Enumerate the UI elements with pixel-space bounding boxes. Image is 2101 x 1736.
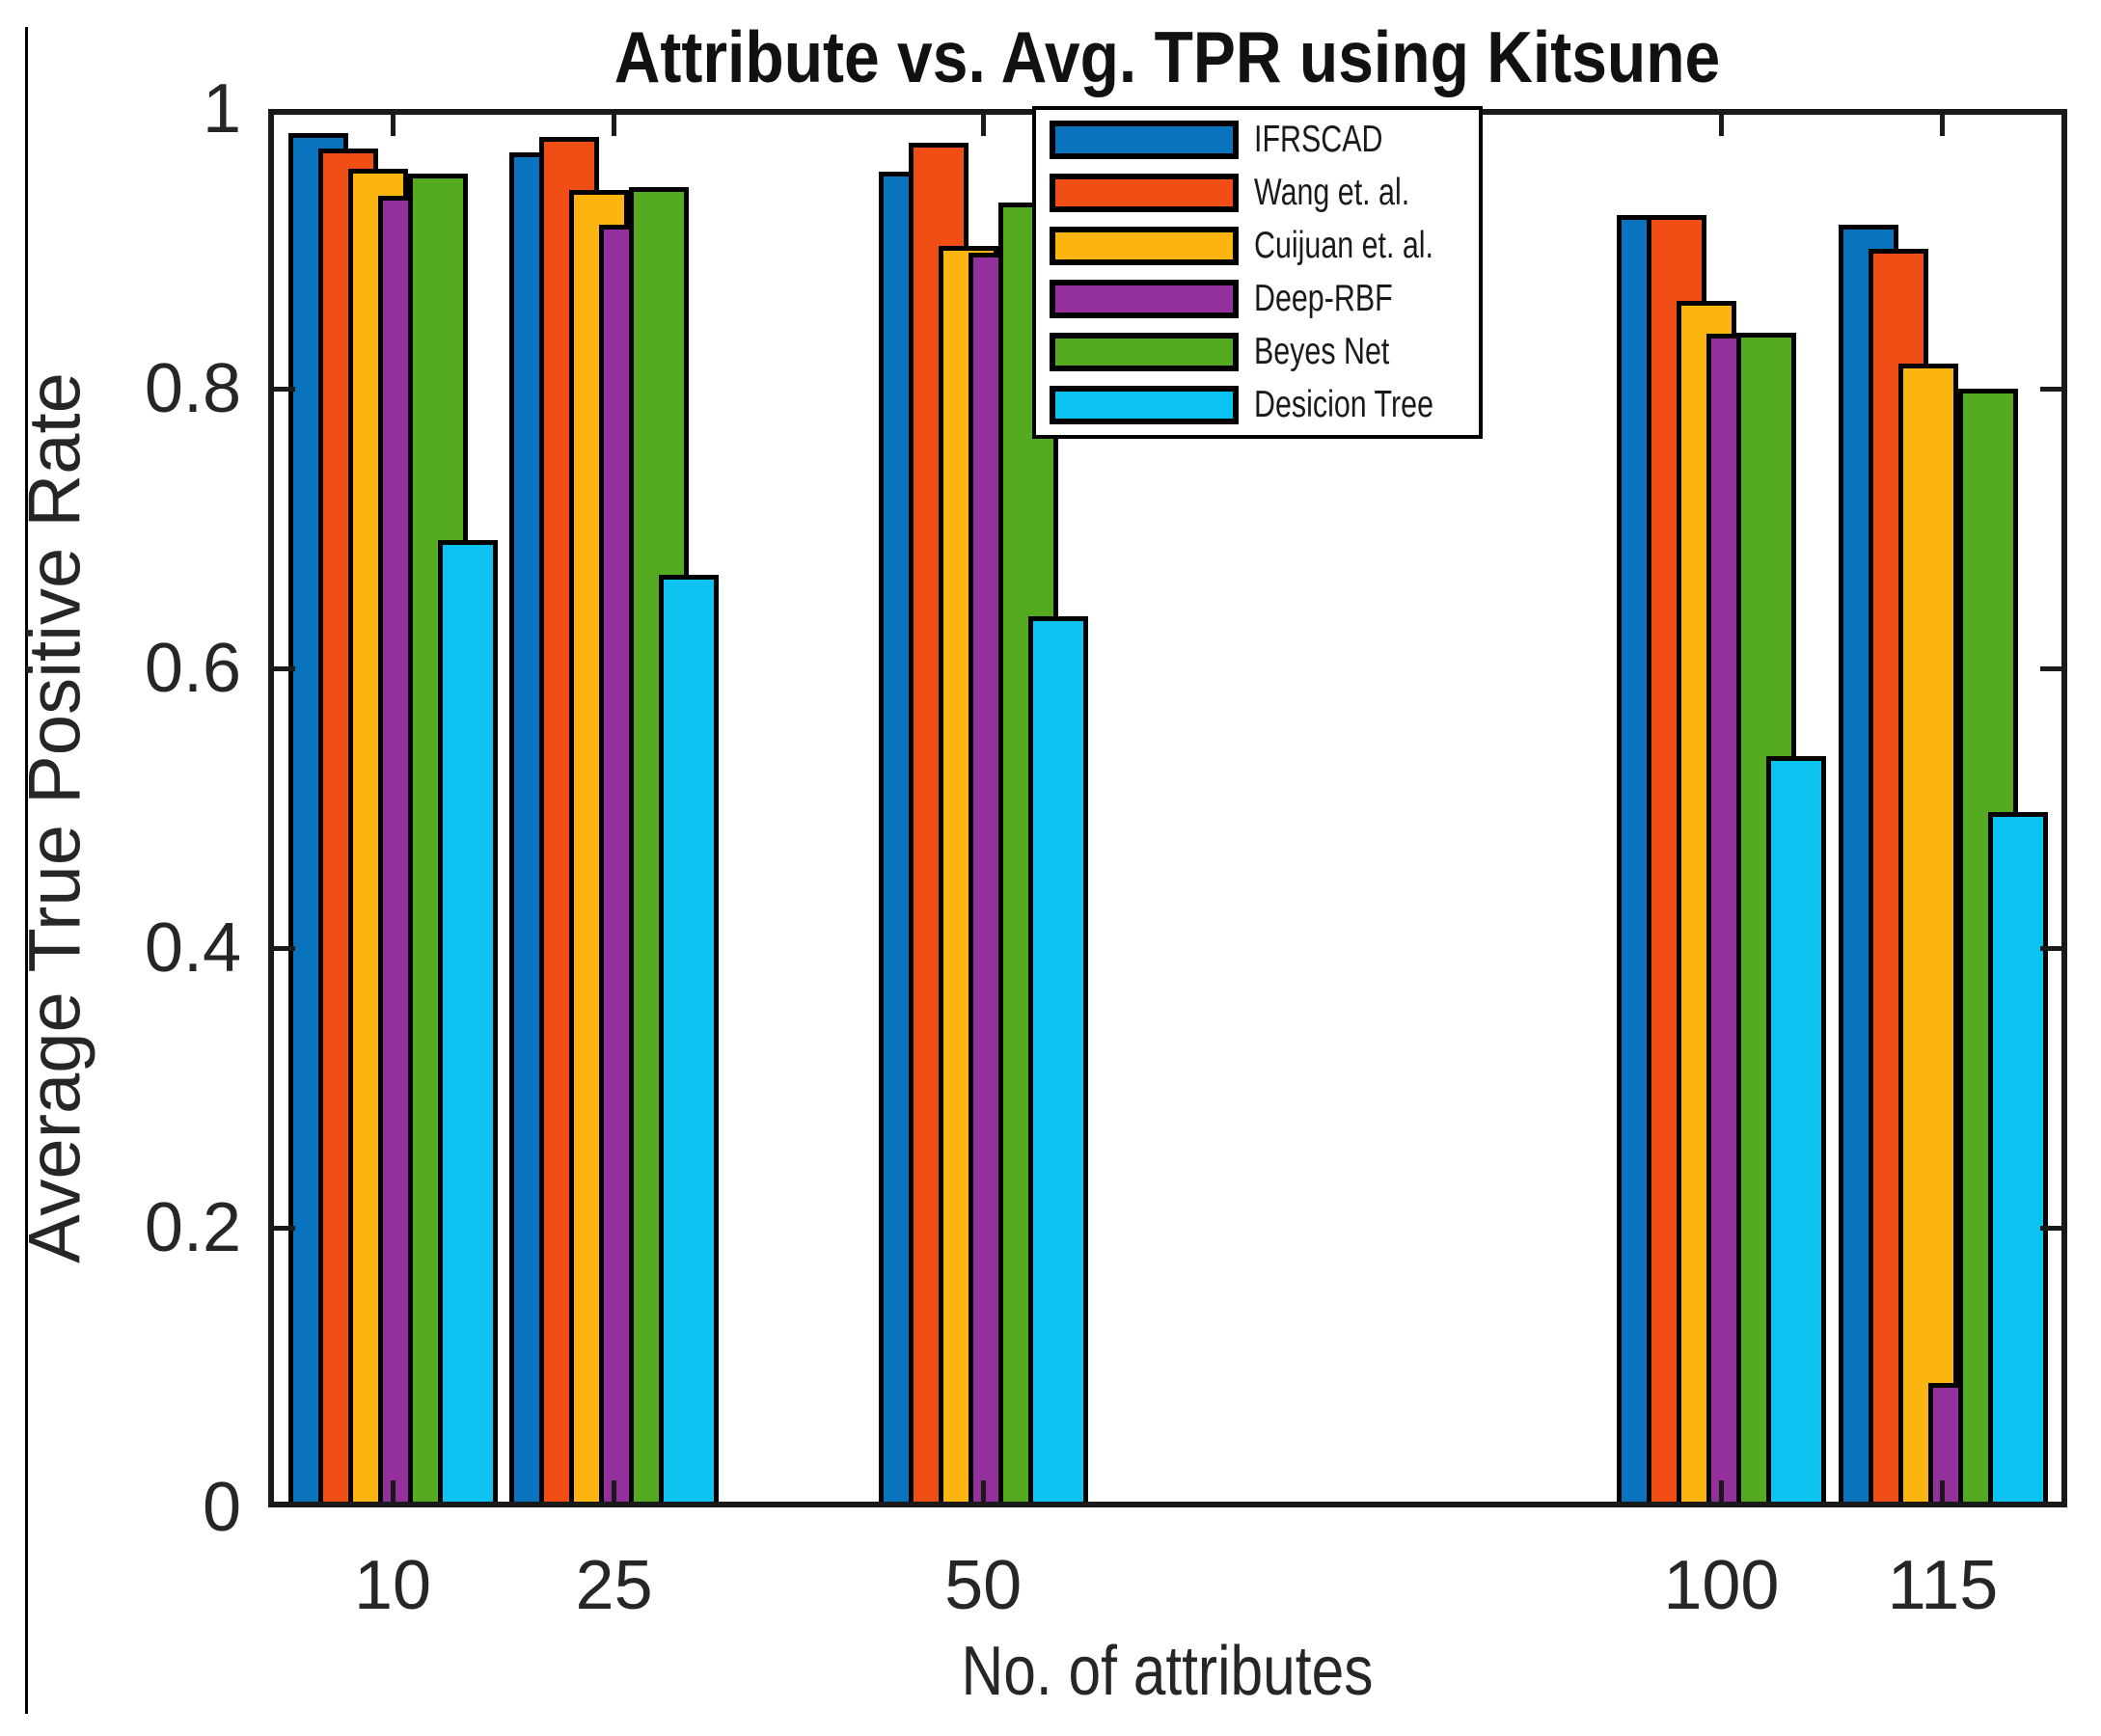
axis-tick <box>2040 386 2067 392</box>
bar-desicion-tree-x50 <box>1028 616 1089 1507</box>
y-tick-label: 0 <box>202 1469 241 1546</box>
legend-label: Beyes Net <box>1254 331 1390 372</box>
legend-swatch-icon <box>1050 333 1239 371</box>
legend-entry: Deep-RBF <box>1036 273 1479 326</box>
legend-entry: Wang et. al. <box>1036 167 1479 220</box>
legend-swatch-icon <box>1050 174 1239 212</box>
axis-tick <box>1940 1480 1946 1507</box>
axis-tick <box>2040 109 2067 114</box>
x-tick-label: 10 <box>353 1547 432 1624</box>
axis-tick <box>1718 1480 1724 1507</box>
axis-tick <box>268 665 295 671</box>
legend-entry: Beyes Net <box>1036 326 1479 379</box>
legend-label: Desicion Tree <box>1254 384 1433 425</box>
y-axis-label: Average True Positive Rate <box>14 372 96 1263</box>
y-tick-label: 0.6 <box>144 630 241 707</box>
bar-desicion-tree-x10 <box>437 539 498 1507</box>
x-tick-label: 25 <box>575 1547 653 1624</box>
axis-tick <box>2040 665 2067 671</box>
legend-label: Cuijuan et. al. <box>1254 225 1434 266</box>
axis-tick <box>268 1503 295 1507</box>
axis-tick <box>2040 1225 2067 1231</box>
x-tick-label: 115 <box>1887 1547 1999 1624</box>
legend-entry: Desicion Tree <box>1036 379 1479 432</box>
legend-label: Wang et. al. <box>1254 172 1410 213</box>
axis-tick <box>1940 109 1946 136</box>
bar-cuijuan-et-al--x115 <box>1897 363 1958 1507</box>
legend-swatch-icon <box>1050 280 1239 318</box>
chart-title: Attribute vs. Avg. TPR using Kitsune <box>614 16 1721 97</box>
x-tick-label: 50 <box>944 1547 1023 1624</box>
axis-tick <box>268 109 295 114</box>
bar-desicion-tree-x25 <box>659 574 720 1507</box>
axis-tick <box>1718 109 1724 136</box>
axis-tick <box>612 1480 617 1507</box>
legend-swatch-icon <box>1050 227 1239 265</box>
axis-tick <box>390 109 396 136</box>
bar-desicion-tree-x115 <box>1987 812 2048 1507</box>
axis-tick <box>2040 1503 2067 1507</box>
x-tick-label: 100 <box>1663 1547 1780 1624</box>
y-tick-label: 1 <box>202 70 241 148</box>
axis-tick <box>268 1225 295 1231</box>
axis-tick <box>612 109 617 136</box>
legend-label: Deep-RBF <box>1254 278 1393 319</box>
legend-swatch-icon <box>1050 386 1239 424</box>
axis-tick <box>390 1480 396 1507</box>
y-tick-label: 0.4 <box>144 909 241 987</box>
axis-tick <box>980 109 986 136</box>
legend-swatch-icon <box>1050 121 1239 159</box>
axis-tick <box>980 1480 986 1507</box>
axis-tick <box>268 386 295 392</box>
axis-tick <box>2040 945 2067 951</box>
bar-desicion-tree-x100 <box>1766 756 1827 1507</box>
legend-label: IFRSCAD <box>1254 119 1383 160</box>
y-tick-label: 0.8 <box>144 350 241 427</box>
legend-entry: Cuijuan et. al. <box>1036 220 1479 273</box>
legend-entry: IFRSCAD <box>1036 114 1479 167</box>
legend: IFRSCAD Wang et. al. Cuijuan et. al. Deep-R… <box>1032 106 1483 439</box>
axis-tick <box>268 945 295 951</box>
page-border-artifact <box>25 27 28 1714</box>
y-tick-label: 0.2 <box>144 1189 241 1266</box>
x-axis-label: No. of attributes <box>961 1633 1374 1710</box>
